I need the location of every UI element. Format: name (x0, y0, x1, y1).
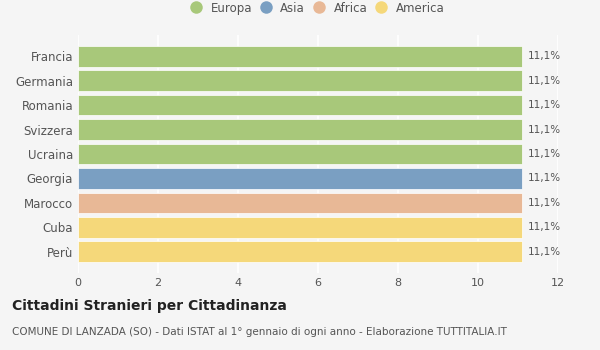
Text: 11,1%: 11,1% (528, 76, 561, 86)
Text: COMUNE DI LANZADA (SO) - Dati ISTAT al 1° gennaio di ogni anno - Elaborazione TU: COMUNE DI LANZADA (SO) - Dati ISTAT al 1… (12, 327, 507, 337)
Legend: Europa, Asia, Africa, America: Europa, Asia, Africa, America (188, 0, 448, 18)
Text: Cittadini Stranieri per Cittadinanza: Cittadini Stranieri per Cittadinanza (12, 299, 287, 313)
Text: 11,1%: 11,1% (528, 100, 561, 110)
Text: 11,1%: 11,1% (528, 125, 561, 134)
Text: 11,1%: 11,1% (528, 149, 561, 159)
Bar (78, 46, 522, 66)
Bar (78, 95, 522, 116)
Text: 11,1%: 11,1% (528, 222, 561, 232)
Text: 11,1%: 11,1% (528, 51, 561, 61)
Text: 11,1%: 11,1% (528, 174, 561, 183)
Bar (78, 144, 522, 164)
Bar (78, 217, 522, 238)
Bar (78, 168, 522, 189)
Bar (78, 70, 522, 91)
Bar (78, 119, 522, 140)
Bar (78, 193, 522, 213)
Bar (78, 241, 522, 262)
Text: 11,1%: 11,1% (528, 247, 561, 257)
Text: 11,1%: 11,1% (528, 198, 561, 208)
